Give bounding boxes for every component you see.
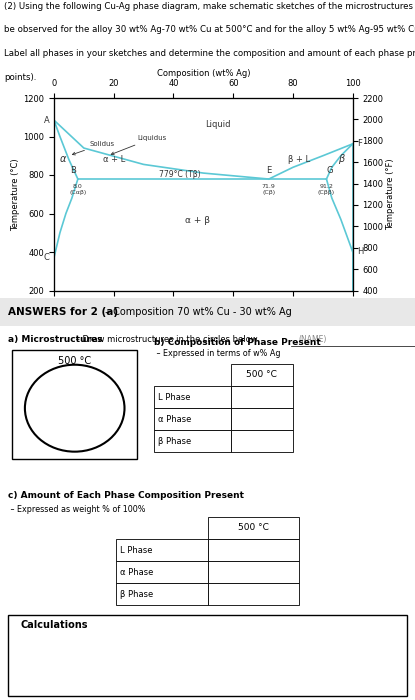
Text: α: α	[60, 153, 66, 164]
Text: – Expressed in terms of w% Ag: – Expressed in terms of w% Ag	[154, 349, 280, 358]
Text: E: E	[266, 166, 271, 175]
Bar	[208, 539, 299, 561]
Text: Calculations: Calculations	[21, 620, 88, 629]
Bar	[12, 350, 137, 458]
Text: 91.2
(Cββ): 91.2 (Cββ)	[318, 184, 335, 195]
Text: G: G	[327, 166, 333, 175]
Text: (Ag): (Ag)	[362, 307, 379, 316]
Bar	[231, 408, 293, 430]
Y-axis label: Temperature (°C): Temperature (°C)	[12, 158, 20, 230]
Bar	[231, 364, 293, 386]
Text: a) Microstructures: a) Microstructures	[8, 335, 103, 344]
Text: 779°C (Tβ): 779°C (Tβ)	[159, 170, 200, 179]
Bar	[116, 583, 208, 606]
Text: 71.9
(Cβ): 71.9 (Cβ)	[262, 184, 276, 195]
Y-axis label: Temperature (°F): Temperature (°F)	[386, 158, 395, 230]
Text: 500 °C: 500 °C	[247, 370, 277, 379]
Text: α Phase: α Phase	[158, 415, 191, 424]
Text: F: F	[357, 139, 362, 148]
Text: Liquid: Liquid	[205, 120, 231, 129]
Bar	[154, 386, 231, 408]
Bar	[208, 583, 299, 606]
Text: points).: points).	[4, 73, 37, 82]
Bar	[0, 298, 415, 326]
Bar	[8, 615, 407, 696]
Text: β + L: β + L	[288, 155, 310, 164]
Bar	[208, 561, 299, 583]
Text: 8.0
(Cαβ): 8.0 (Cαβ)	[69, 184, 86, 195]
Text: α + β: α + β	[185, 216, 210, 225]
Text: 500 °C: 500 °C	[238, 524, 269, 533]
Text: A: A	[44, 116, 49, 125]
Bar	[116, 561, 208, 583]
Text: c) Amount of Each Phase Composition Present: c) Amount of Each Phase Composition Pres…	[8, 491, 244, 500]
Bar	[154, 430, 231, 452]
Text: ANSWERS for 2 (a): ANSWERS for 2 (a)	[8, 307, 118, 316]
Text: be observed for the alloy 30 wt% Ag-70 wt% Cu at 500°C and for the alloy 5 wt% A: be observed for the alloy 30 wt% Ag-70 w…	[4, 25, 415, 34]
Text: α Phase: α Phase	[120, 568, 154, 577]
Text: Composition (wt% Ag): Composition (wt% Ag)	[156, 307, 250, 316]
Text: 500 °C: 500 °C	[58, 356, 91, 366]
Text: b) Composition of Phase Present: b) Composition of Phase Present	[154, 338, 320, 346]
Text: β Phase: β Phase	[158, 437, 191, 446]
X-axis label: Composition (wt% Ag): Composition (wt% Ag)	[156, 69, 250, 78]
Text: Liquidus: Liquidus	[111, 135, 167, 155]
Text: Label all phases in your sketches and determine the composition and amount of ea: Label all phases in your sketches and de…	[4, 49, 415, 58]
Text: (2) Using the following Cu-Ag phase diagram, make schematic sketches of the micr: (2) Using the following Cu-Ag phase diag…	[4, 2, 415, 10]
Text: B: B	[71, 166, 76, 175]
Text: α + L: α + L	[103, 155, 125, 164]
Text: (Cu): (Cu)	[27, 307, 45, 316]
Bar	[231, 386, 293, 408]
Text: L Phase: L Phase	[158, 393, 190, 402]
Text: – Composition 70 wt% Cu - 30 wt% Ag: – Composition 70 wt% Cu - 30 wt% Ag	[102, 307, 291, 316]
Bar	[231, 430, 293, 452]
Text: Solidus: Solidus	[72, 141, 115, 155]
Bar	[154, 408, 231, 430]
Text: L Phase: L Phase	[120, 545, 153, 554]
Bar	[208, 517, 299, 539]
Text: – Draw microstructures in the circles below.: – Draw microstructures in the circles be…	[73, 335, 259, 344]
Text: β Phase: β Phase	[120, 590, 154, 598]
Text: H: H	[357, 248, 364, 256]
Text: – Expressed as weight % of 100%: – Expressed as weight % of 100%	[8, 505, 146, 514]
Text: C: C	[44, 253, 49, 262]
Text: (NAME): (NAME)	[299, 335, 327, 344]
Ellipse shape	[25, 365, 124, 452]
Bar	[116, 539, 208, 561]
Text: β: β	[338, 153, 344, 164]
